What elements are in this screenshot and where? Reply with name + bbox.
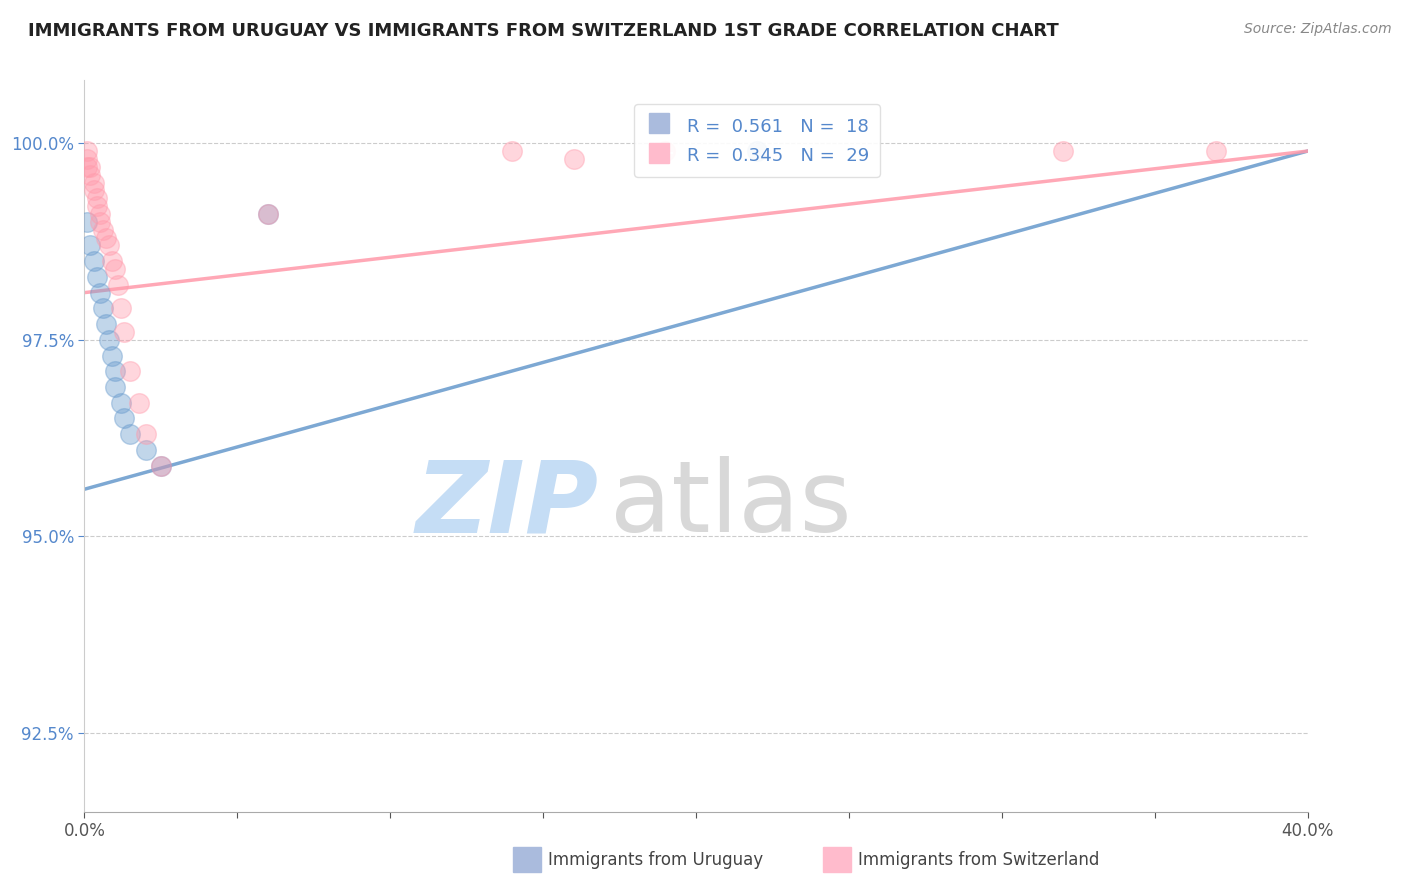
Point: [83, 183, 105, 197]
Point: [135, 442, 157, 457]
Point: [1052, 144, 1074, 158]
Text: IMMIGRANTS FROM URUGUAY VS IMMIGRANTS FROM SWITZERLAND 1ST GRADE CORRELATION CHA: IMMIGRANTS FROM URUGUAY VS IMMIGRANTS FR…: [28, 22, 1059, 40]
Point: [120, 364, 142, 378]
Point: [79, 238, 101, 252]
Point: [86, 191, 108, 205]
Point: [149, 458, 172, 473]
Point: [112, 411, 135, 425]
Point: [97, 333, 120, 347]
Point: [110, 301, 132, 316]
Point: [89, 207, 111, 221]
Point: [94, 230, 117, 244]
Text: Immigrants from Switzerland: Immigrants from Switzerland: [858, 851, 1099, 869]
Point: [89, 285, 111, 300]
Point: [79, 168, 101, 182]
Text: Source: ZipAtlas.com: Source: ZipAtlas.com: [1244, 22, 1392, 37]
Point: [97, 238, 120, 252]
Point: [110, 396, 132, 410]
Point: [76, 152, 98, 166]
Point: [76, 144, 98, 158]
Point: [502, 144, 524, 158]
Text: atlas: atlas: [610, 456, 852, 553]
Point: [135, 427, 157, 442]
Point: [86, 199, 108, 213]
Legend: R =  0.561   N =  18, R =  0.345   N =  29: R = 0.561 N = 18, R = 0.345 N = 29: [634, 104, 880, 177]
Point: [120, 427, 142, 442]
Point: [91, 301, 114, 316]
Point: [107, 277, 129, 292]
Point: [91, 223, 114, 237]
Point: [94, 317, 117, 331]
Point: [747, 144, 769, 158]
Point: [76, 160, 98, 174]
Point: [83, 176, 105, 190]
Point: [654, 144, 676, 158]
Point: [86, 269, 108, 284]
Point: [128, 396, 150, 410]
Point: [104, 364, 127, 378]
Point: [112, 325, 135, 339]
Text: Immigrants from Uruguay: Immigrants from Uruguay: [548, 851, 763, 869]
Point: [83, 254, 105, 268]
Point: [1205, 144, 1227, 158]
Point: [101, 254, 124, 268]
Point: [76, 215, 98, 229]
Text: ZIP: ZIP: [415, 456, 598, 553]
Point: [257, 207, 280, 221]
Point: [149, 458, 172, 473]
Point: [562, 152, 585, 166]
Point: [257, 207, 280, 221]
Point: [101, 349, 124, 363]
Point: [104, 262, 127, 277]
Point: [79, 160, 101, 174]
Point: [89, 215, 111, 229]
Point: [104, 380, 127, 394]
